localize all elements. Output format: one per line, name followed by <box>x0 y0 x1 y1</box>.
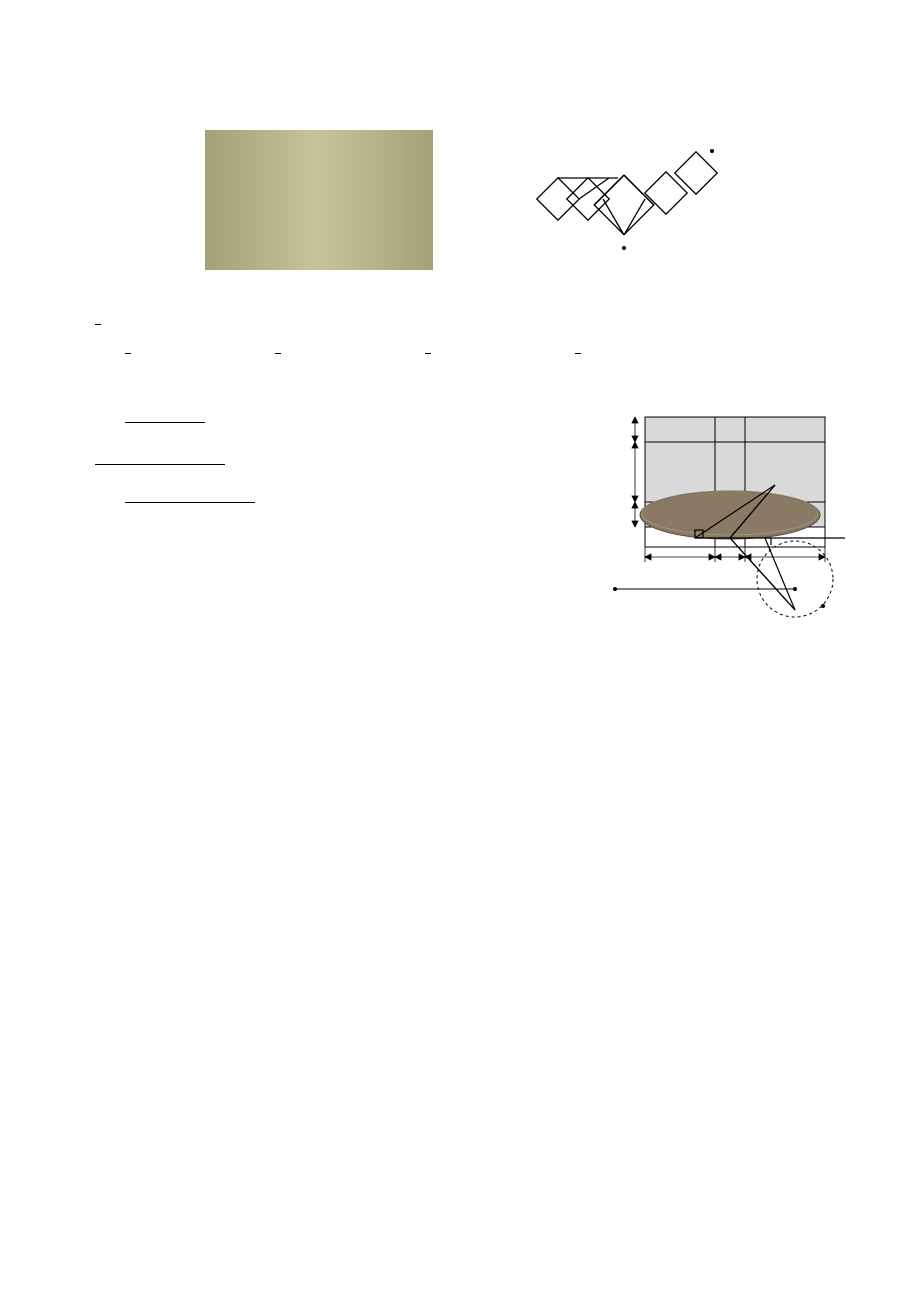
q11-blank <box>125 406 205 424</box>
question-13 <box>95 485 825 514</box>
q9-opt-B <box>275 339 425 368</box>
page <box>0 0 920 1300</box>
q9-options <box>125 339 825 368</box>
top-figures-row <box>205 130 825 290</box>
q13-blank <box>125 486 255 504</box>
question-9 <box>95 310 825 367</box>
q12-blank <box>95 447 225 465</box>
q9-frac-main <box>95 324 101 325</box>
v-shape-diagram <box>533 130 733 290</box>
q9-opt-D <box>575 339 725 368</box>
orbit-diagram <box>605 534 855 624</box>
motorcycle-v-photo <box>205 130 433 270</box>
q9-opt-C <box>425 339 575 368</box>
q9-opt-A <box>125 339 275 368</box>
